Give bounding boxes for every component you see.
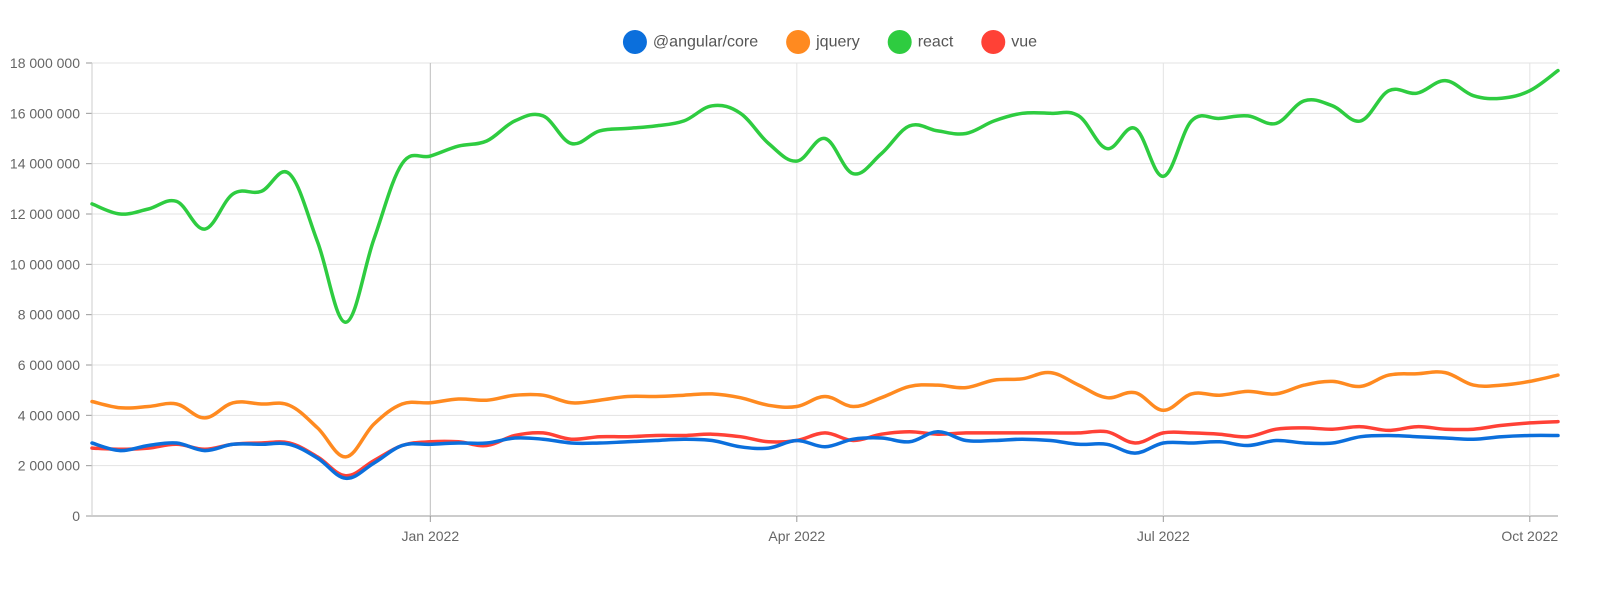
legend-item-angular-core[interactable]: @angular/core <box>622 30 758 54</box>
legend-swatch <box>981 30 1006 54</box>
y-tick-label: 12 000 000 <box>10 206 80 222</box>
series-layer <box>90 68 1560 481</box>
grid-layer <box>92 62 1558 517</box>
x-tick-label: Apr 2022 <box>768 528 825 544</box>
legend-label: @angular/core <box>653 34 758 51</box>
y-tick-label: 14 000 000 <box>10 156 80 172</box>
y-tick-label: 16 000 000 <box>10 105 80 121</box>
legend-label: jquery <box>815 34 860 51</box>
y-tick-label: 2 000 000 <box>18 458 80 474</box>
series-line-jquery[interactable] <box>90 370 1560 459</box>
y-tick-label: 0 <box>72 508 80 524</box>
series-line-vue[interactable] <box>90 419 1560 478</box>
legend-swatch <box>887 30 912 54</box>
y-tick-label: 18 000 000 <box>10 55 80 71</box>
legend-swatch <box>786 30 811 54</box>
legend-item-jquery[interactable]: jquery <box>786 30 860 54</box>
y-tick-label: 6 000 000 <box>18 357 80 373</box>
x-tick-label: Jan 2022 <box>402 528 460 544</box>
legend-label: vue <box>1011 34 1037 51</box>
legend-label: react <box>918 34 954 51</box>
legend-item-react[interactable]: react <box>887 30 954 54</box>
legend-item-vue[interactable]: vue <box>981 30 1037 54</box>
y-tick-label: 4 000 000 <box>18 407 80 423</box>
x-tick-label: Jul 2022 <box>1137 528 1190 544</box>
y-tick-label: 8 000 000 <box>18 307 80 323</box>
x-tick-label: Oct 2022 <box>1501 528 1558 544</box>
legend-swatch <box>622 30 647 54</box>
axis-layer: 0 2 000 000 4 000 000 6 000 000 8 000 000 10 … <box>10 55 1558 544</box>
legend[interactable]: @angular/core jquery react vue <box>622 30 1037 54</box>
y-tick-label: 10 000 000 <box>10 256 80 272</box>
series-line-angular-core[interactable] <box>90 429 1560 481</box>
series-line-react[interactable] <box>90 68 1560 324</box>
